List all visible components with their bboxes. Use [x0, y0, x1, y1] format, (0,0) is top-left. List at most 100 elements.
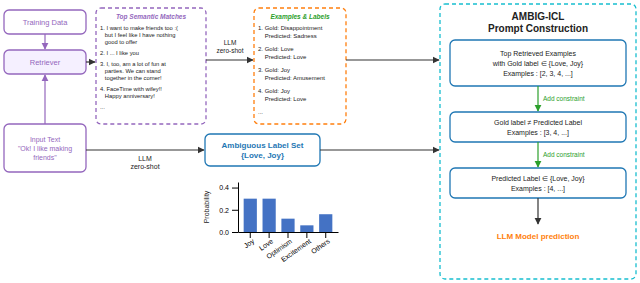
list-item: 1. I want to make friends too :( but I f…	[100, 25, 178, 45]
text-line: ...	[258, 109, 263, 115]
bar	[244, 199, 257, 232]
dashed-box	[254, 8, 346, 124]
box-label: Retriever	[30, 58, 61, 67]
text-line: zero-shot	[130, 163, 159, 170]
text-line: 4. FaceTime with wifey!!	[100, 86, 162, 92]
canvas: Training Data Retriever Input Text"Ok! I l…	[0, 0, 640, 283]
box-label: Top Retrieved Examples with Gold label ∈ …	[492, 50, 584, 78]
text-line: Predicted: Amusement	[258, 75, 325, 81]
tick: 0.0	[219, 229, 238, 236]
text-line: Add constraint	[543, 151, 585, 158]
list-item: ...	[100, 104, 105, 110]
text-line: Training Data	[23, 18, 69, 27]
arrow	[86, 149, 204, 150]
box-title: Top Semantic Matches	[116, 13, 187, 21]
text-line: zero-shot	[216, 47, 243, 54]
arrow	[44, 34, 45, 49]
arrow	[537, 86, 538, 111]
text-line: Gold label ≠ Predicted Label	[494, 119, 582, 126]
arrow	[206, 59, 253, 60]
text-line: parties. We can stand	[100, 68, 161, 74]
arrow-label: LLMzero-shot	[216, 39, 243, 54]
arrow	[537, 142, 538, 167]
text-line: 1. Gold: Disappointment	[258, 25, 323, 31]
text-line: 1. I want to make friends too :(	[100, 25, 178, 31]
axis-line	[238, 183, 239, 233]
text-line: Predicted: Sadness	[258, 33, 317, 39]
list-item: 3. I, too, am a lot of fun at parties. W…	[100, 61, 166, 81]
box	[205, 134, 320, 166]
text-line: Input Text	[30, 136, 60, 144]
x-axis: JoyLoveOptimismExcitementOthers	[239, 232, 339, 263]
text-line: "Ok! I like making	[18, 145, 72, 153]
tick-label: Others	[310, 237, 332, 255]
tick: 0.4	[219, 184, 238, 191]
list-item: 4. Gold: Joy Predicted: Love	[258, 88, 307, 102]
tick-mark	[232, 210, 238, 211]
bar	[281, 219, 294, 232]
list-item: 4. FaceTime with wifey!! Happy anniversa…	[100, 86, 162, 99]
y-axis: 0.0 0.2 0.4	[219, 183, 238, 236]
tick-label: 0.2	[219, 207, 229, 214]
dashed-box	[96, 8, 206, 124]
list-item: 3. Gold: Joy Predicted: Amusement	[258, 67, 325, 81]
box	[450, 168, 626, 198]
tick-mark	[232, 232, 238, 233]
text-line: Predicted: Love	[258, 96, 307, 102]
text-line: but I feel like I have nothing	[100, 32, 175, 38]
box-label: Training Data	[23, 18, 69, 27]
text-line: 2. I ... I like you	[100, 50, 139, 56]
arrow-label: Add constraint	[543, 151, 585, 158]
text-line: Predicted Label ∈ {Love, Joy}	[491, 175, 585, 183]
arrow	[44, 75, 45, 124]
tick: 0.2	[219, 207, 238, 214]
list-item: 1. Gold: Disappointment Predicted: Sadne…	[258, 25, 323, 39]
box-label: Predicted Label ∈ {Love, Joy} Examples : …	[491, 175, 585, 193]
tick-label: Joy	[243, 237, 257, 250]
box-title: Examples & Labels	[270, 13, 330, 21]
box-label: Input Text"Ok! I like makingfriends"	[18, 136, 72, 161]
text-line: Top Retrieved Examples	[500, 50, 576, 58]
bar	[263, 199, 276, 232]
tick: Others	[310, 232, 332, 255]
tick-label: 0.4	[219, 184, 229, 191]
list-item: 2. I ... I like you	[100, 50, 139, 56]
bars	[244, 199, 333, 232]
tick: Excitement	[280, 232, 312, 263]
arrow	[537, 198, 538, 224]
text-line: 2. Gold: Love	[258, 46, 294, 52]
arrow	[86, 61, 95, 62]
text-line: Predicted: Love	[258, 54, 307, 60]
arrow-label: Add constraint	[543, 95, 585, 102]
text-line: Examples : [4, ...]	[511, 185, 565, 193]
arrow-label: LLMzero-shot	[130, 155, 159, 170]
axis-title: Probability	[203, 190, 211, 223]
text-line: Add constraint	[543, 95, 585, 102]
text-line: Retriever	[30, 58, 61, 67]
text-line: {Love, Joy}	[241, 151, 284, 160]
list-item: 2. Gold: Love Predicted: Love	[258, 46, 307, 60]
final-label: LLM Model prediction	[497, 232, 580, 241]
text-line: Ambiguous Label Set	[222, 141, 304, 150]
tick-mark	[232, 188, 238, 189]
box	[450, 112, 626, 142]
text-line: Top Semantic Matches	[116, 13, 187, 21]
text-line: with Gold label ∈ {Love, Joy}	[492, 60, 584, 68]
text-line: AMBIG-ICL	[512, 11, 565, 22]
text-line: 3. Gold: Joy	[258, 67, 290, 73]
text-line: friends"	[33, 154, 57, 161]
box	[450, 40, 626, 86]
text-line: ...	[100, 104, 105, 110]
bar	[300, 225, 313, 232]
arrow	[320, 149, 439, 150]
box	[4, 10, 86, 34]
box-label: Gold label ≠ Predicted LabelExamples : […	[494, 119, 582, 137]
arrow	[346, 59, 439, 60]
text-line: Examples : [2, 3, 4, ...]	[503, 70, 573, 78]
bar	[319, 214, 332, 232]
text-line: Examples & Labels	[270, 13, 330, 21]
text-line: together in the corner!	[100, 75, 162, 81]
box	[4, 124, 86, 172]
text-line: 4. Gold: Joy	[258, 88, 290, 94]
tick-label: 0.0	[219, 229, 229, 236]
